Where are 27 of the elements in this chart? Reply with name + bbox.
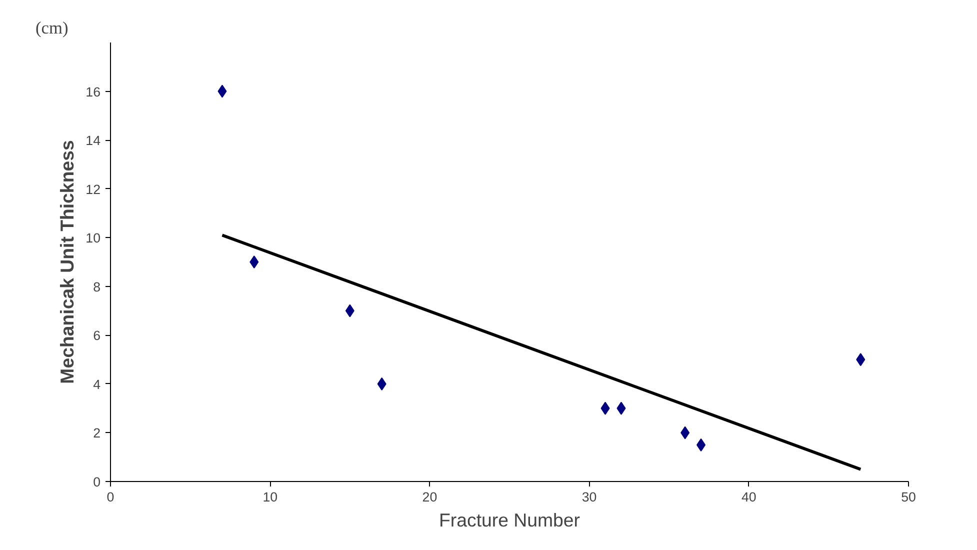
x-tick-label: 30 [582, 490, 597, 504]
point [696, 438, 706, 452]
point [345, 304, 354, 318]
y-tick-label: 2 [93, 426, 101, 441]
x-tick-label: 0 [106, 490, 114, 504]
x-tick-label: 20 [422, 490, 438, 504]
point [600, 402, 610, 415]
y-tick-label: 10 [86, 230, 101, 246]
x-tick-label: 40 [741, 490, 756, 504]
x-tick-label: 50 [901, 490, 916, 504]
point [680, 426, 690, 440]
point [377, 377, 386, 390]
text: (cm) [36, 18, 68, 38]
x-axis-title: Fracture Number [439, 510, 580, 530]
y-tick-label: 16 [86, 84, 101, 100]
point [856, 353, 866, 366]
y-tick-label: 12 [86, 182, 101, 197]
point [218, 84, 227, 98]
y-tick-label: 6 [93, 328, 101, 344]
y-tick-label: 8 [93, 279, 101, 294]
point [250, 256, 259, 268]
y-axis-title: Mechanicak Unit Thickness [56, 140, 78, 384]
y-tick-label: 14 [86, 133, 102, 148]
x-tick-label: 10 [262, 490, 278, 504]
y-tick-label: 4 [93, 376, 102, 392]
y-tick-label: 0 [93, 474, 101, 490]
point [616, 402, 626, 415]
